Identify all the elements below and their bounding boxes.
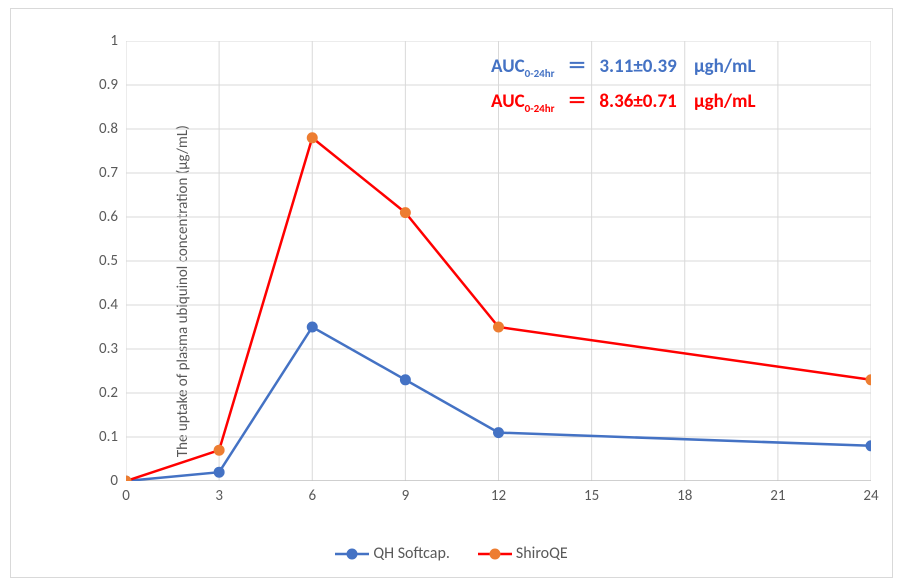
- y-tick-label: 0.3: [99, 340, 126, 358]
- y-tick-label: 0.9: [99, 76, 126, 94]
- y-tick-label: 0.5: [99, 252, 126, 270]
- chart-frame: The uptake of plasma ubiquinol concentra…: [10, 8, 893, 578]
- y-tick-label: 0.8: [99, 120, 126, 138]
- x-tick-label: 0: [122, 481, 130, 505]
- legend-label-qh: QH Softcap.: [373, 544, 450, 563]
- y-tick-label: 0.2: [99, 384, 126, 402]
- auc-annotation-shiroqe: AUC0-24hr ＝ 8.36±0.71 µgh/mL: [491, 86, 756, 115]
- x-tick-label: 18: [677, 481, 692, 505]
- legend-swatch-qh: [335, 545, 369, 563]
- legend-swatch-shiroqe: [478, 545, 512, 563]
- legend-item-qh: QH Softcap.: [335, 544, 450, 563]
- x-tick-label: 12: [491, 481, 506, 505]
- x-tick-label: 21: [770, 481, 785, 505]
- x-tick-label: 3: [215, 481, 223, 505]
- y-tick-label: 0.1: [99, 428, 126, 446]
- auc-annotation-qh: AUC0-24hr ＝ 3.11±0.39 µgh/mL: [491, 51, 756, 80]
- legend: QH Softcap. ShiroQE: [11, 544, 892, 563]
- y-tick-label: 0.4: [99, 296, 126, 314]
- x-tick-label: 15: [584, 481, 599, 505]
- legend-label-shiroqe: ShiroQE: [516, 544, 568, 563]
- legend-item-shiroqe: ShiroQE: [478, 544, 568, 563]
- y-tick-label: 0.6: [99, 208, 126, 226]
- x-tick-label: 6: [308, 481, 316, 505]
- y-tick-label: 0.7: [99, 164, 126, 182]
- x-tick-label: 24: [863, 481, 878, 505]
- x-tick-label: 9: [402, 481, 410, 505]
- y-tick-label: 1: [110, 32, 126, 50]
